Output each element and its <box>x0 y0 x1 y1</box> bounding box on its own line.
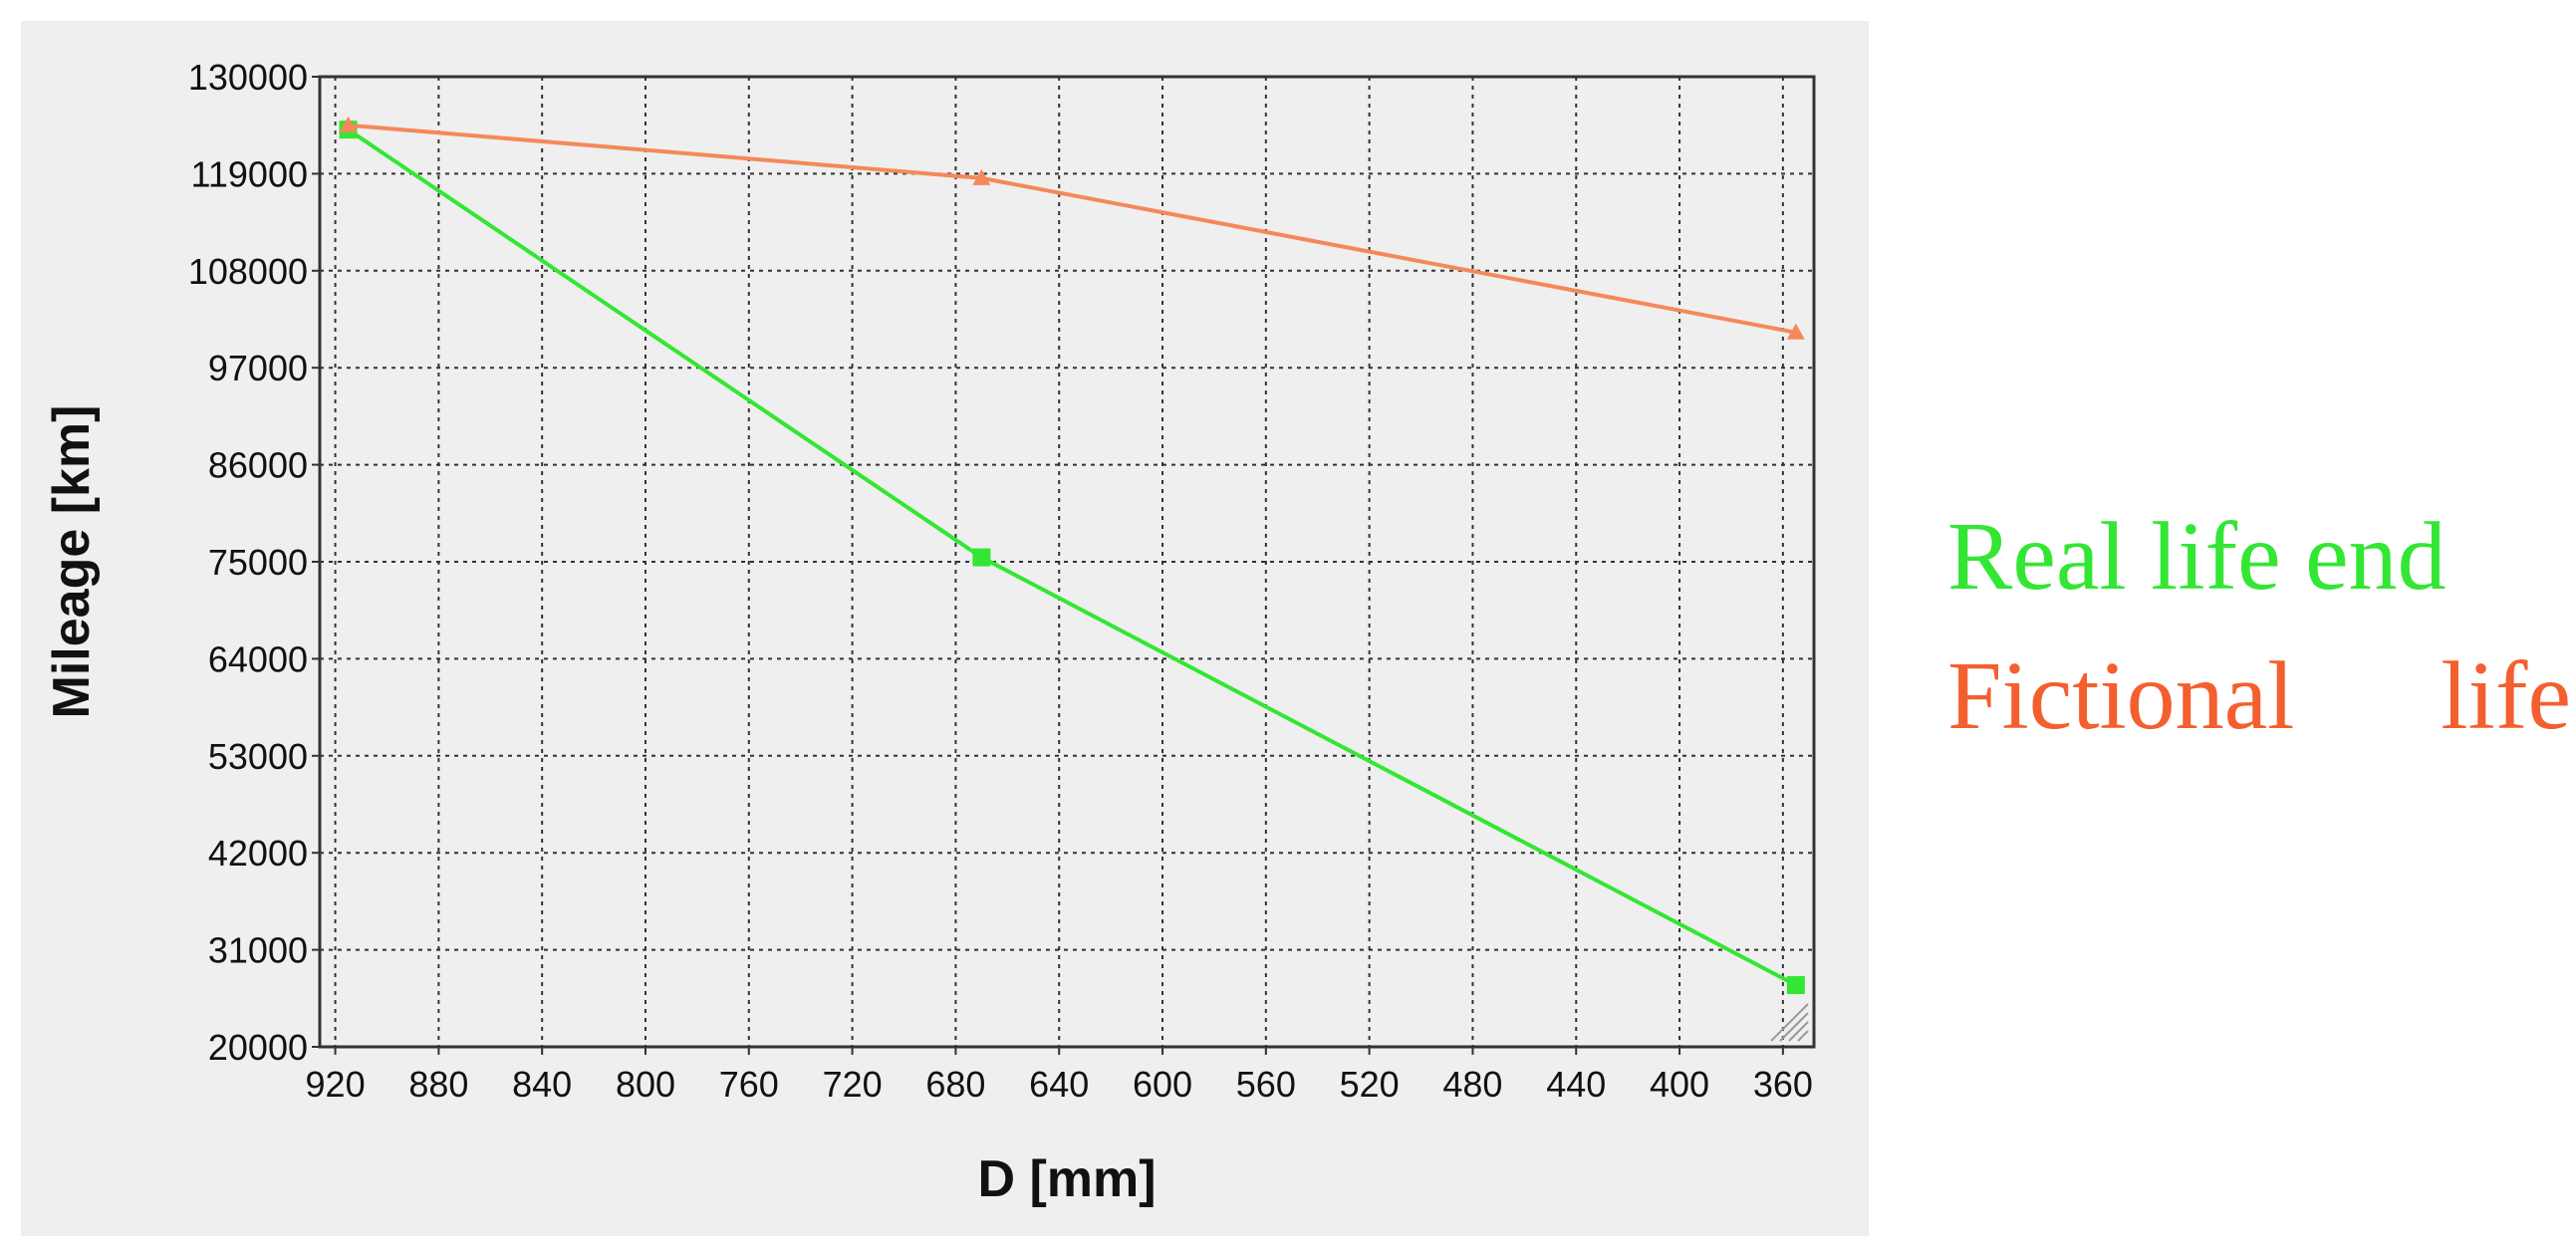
y-tick-label: 119000 <box>191 153 308 194</box>
x-tick-label: 400 <box>1650 1064 1709 1105</box>
series-line-1 <box>348 123 1797 335</box>
line-chart: 920 880 840 800 760 720 680 640 600 560 520 480 440 4… <box>43 57 1816 1208</box>
plot-frame <box>318 75 1816 1049</box>
data-point <box>339 116 358 132</box>
y-axis-title: Mileage [km] <box>43 405 101 719</box>
x-tick-label: 920 <box>306 1064 366 1105</box>
y-tick-label: 108000 <box>188 251 308 292</box>
data-point <box>1786 323 1805 340</box>
y-tick-label: 53000 <box>208 736 308 777</box>
x-tick-label: 720 <box>823 1064 883 1105</box>
chart-panel: 920 880 840 800 760 720 680 640 600 560 520 480 440 4… <box>21 21 1869 1236</box>
y-tick-label: 64000 <box>208 638 308 679</box>
tick-labels: 920 880 840 800 760 720 680 640 600 560 520 480 440 4… <box>188 57 1813 1105</box>
x-tick-label: 520 <box>1340 1064 1400 1105</box>
x-tick-label: 560 <box>1236 1064 1296 1105</box>
x-tick-label: 480 <box>1442 1064 1502 1105</box>
y-tick-label: 20000 <box>208 1027 308 1068</box>
data-point <box>972 548 991 567</box>
y-tick-label: 75000 <box>208 542 308 583</box>
y-tick-label: 97000 <box>208 348 308 388</box>
data-point <box>972 168 991 185</box>
series-layer <box>339 116 1805 995</box>
y-tick-label: 86000 <box>208 445 308 486</box>
grid <box>320 76 1814 1048</box>
data-point <box>1786 976 1805 995</box>
y-tick-label: 130000 <box>188 57 308 98</box>
x-tick-label: 880 <box>408 1064 468 1105</box>
x-tick-label: 680 <box>925 1064 985 1105</box>
x-tick-label: 840 <box>512 1064 572 1105</box>
x-tick-label: 360 <box>1753 1064 1813 1105</box>
y-tick-label: 42000 <box>208 833 308 874</box>
y-tick-label: 31000 <box>208 930 308 971</box>
x-axis-title: D [mm] <box>977 1150 1156 1208</box>
x-tick-label: 440 <box>1546 1064 1606 1105</box>
x-tick-label: 800 <box>616 1064 675 1105</box>
resize-grip-icon <box>1770 1003 1809 1042</box>
x-tick-label: 760 <box>719 1064 779 1105</box>
legend-fictional-life: Fictional life <box>1947 642 2571 750</box>
legend-real-life-end: Real life end <box>1947 503 2447 611</box>
x-tick-label: 640 <box>1029 1064 1089 1105</box>
x-tick-label: 600 <box>1133 1064 1192 1105</box>
series-line-0 <box>347 127 1797 987</box>
